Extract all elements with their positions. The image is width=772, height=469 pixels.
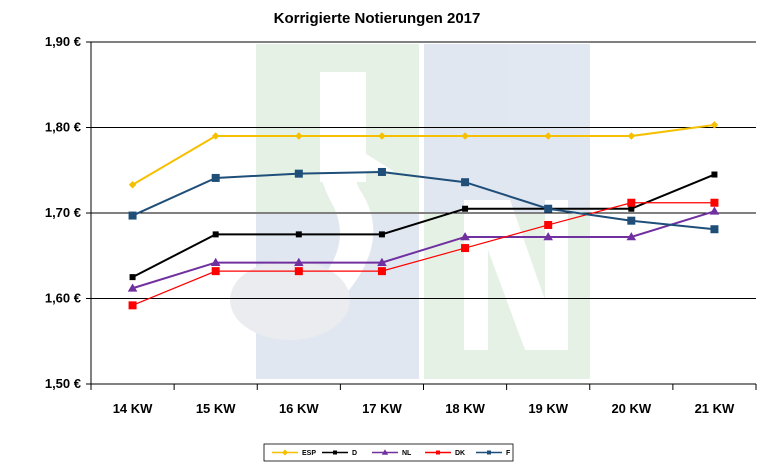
series-d: [129, 171, 718, 281]
legend-label: ESP: [302, 450, 316, 457]
data-point: [461, 178, 470, 187]
data-point: [627, 216, 636, 225]
legend: ESP D NL DK F: [263, 443, 514, 462]
y-tick-label: 1,60 €: [45, 291, 81, 306]
data-point: [710, 121, 719, 129]
data-point: [211, 267, 220, 276]
data-point: [128, 301, 137, 310]
x-tick-label: 21 KW: [695, 401, 735, 416]
data-point: [436, 450, 440, 455]
y-axis-ticks: 1,50 € 1,60 € 1,70 € 1,80 € 1,90 €: [45, 34, 81, 391]
data-point: [709, 206, 720, 215]
x-tick-label: 18 KW: [445, 401, 485, 416]
legend-item-d: D: [322, 450, 357, 457]
data-point: [127, 283, 138, 292]
x-tick-label: 17 KW: [362, 401, 402, 416]
data-point: [294, 169, 303, 178]
data-point: [333, 450, 337, 455]
legend-label: D: [352, 450, 357, 457]
y-tick-label: 1,70 €: [45, 205, 81, 220]
legend-item-f: F: [476, 450, 511, 457]
data-point: [128, 181, 137, 189]
data-point: [295, 231, 302, 238]
series-line: [132, 210, 715, 290]
data-point: [381, 449, 389, 455]
data-point: [378, 132, 386, 140]
data-point: [461, 132, 469, 140]
legend-item-dk: DK: [425, 450, 465, 457]
chart-title: Korrigierte Notierungen 2017: [274, 10, 481, 27]
data-point: [295, 132, 303, 140]
data-point: [544, 132, 552, 140]
data-point: [627, 132, 636, 140]
data-point: [710, 225, 719, 234]
x-tick-label: 14 KW: [113, 401, 153, 416]
data-point: [212, 231, 219, 238]
data-point: [711, 171, 718, 178]
series-group: [127, 121, 720, 310]
data-point: [544, 220, 553, 229]
legend-item-nl: NL: [372, 449, 412, 457]
legend-label: F: [506, 450, 511, 457]
gridlines: [86, 41, 757, 390]
data-point: [487, 450, 491, 455]
data-point: [294, 257, 304, 266]
data-point: [378, 231, 385, 238]
y-tick-label: 1,50 €: [45, 376, 81, 391]
data-point: [282, 449, 288, 456]
data-point: [543, 232, 553, 241]
data-point: [211, 132, 220, 140]
watermark-logo: [230, 44, 590, 379]
data-point: [129, 274, 136, 281]
legend-label: NL: [402, 450, 412, 457]
data-point: [377, 167, 386, 176]
x-tick-label: 15 KW: [196, 401, 236, 416]
data-point: [627, 198, 636, 207]
x-tick-label: 20 KW: [611, 401, 651, 416]
data-point: [294, 267, 303, 276]
series-line: [132, 202, 715, 306]
data-point: [460, 232, 470, 241]
data-point: [377, 267, 386, 276]
series-line: [132, 170, 715, 231]
x-tick-label: 19 KW: [528, 401, 568, 416]
data-point: [710, 198, 719, 207]
series-dk: [128, 198, 719, 310]
x-tick-label: 16 KW: [279, 401, 319, 416]
y-tick-label: 1,90 €: [45, 34, 81, 49]
data-point: [128, 211, 137, 220]
series-line: [132, 123, 715, 186]
data-point: [462, 205, 469, 212]
data-point: [628, 205, 635, 212]
series-esp: [128, 121, 719, 189]
legend-item-esp: ESP: [272, 449, 316, 457]
y-tick-label: 1,80 €: [45, 120, 81, 135]
data-point: [544, 204, 553, 213]
series-f: [128, 167, 719, 234]
series-line: [132, 173, 715, 279]
data-point: [377, 257, 387, 266]
data-point: [211, 173, 220, 182]
data-point: [210, 257, 221, 266]
data-point: [626, 232, 637, 241]
data-point: [461, 244, 470, 253]
series-nl: [127, 206, 720, 292]
x-axis-ticks: 14 KW 15 KW 16 KW 17 KW 18 KW 19 KW 20 KW 21 KW: [113, 401, 735, 416]
legend-label: DK: [455, 450, 465, 457]
